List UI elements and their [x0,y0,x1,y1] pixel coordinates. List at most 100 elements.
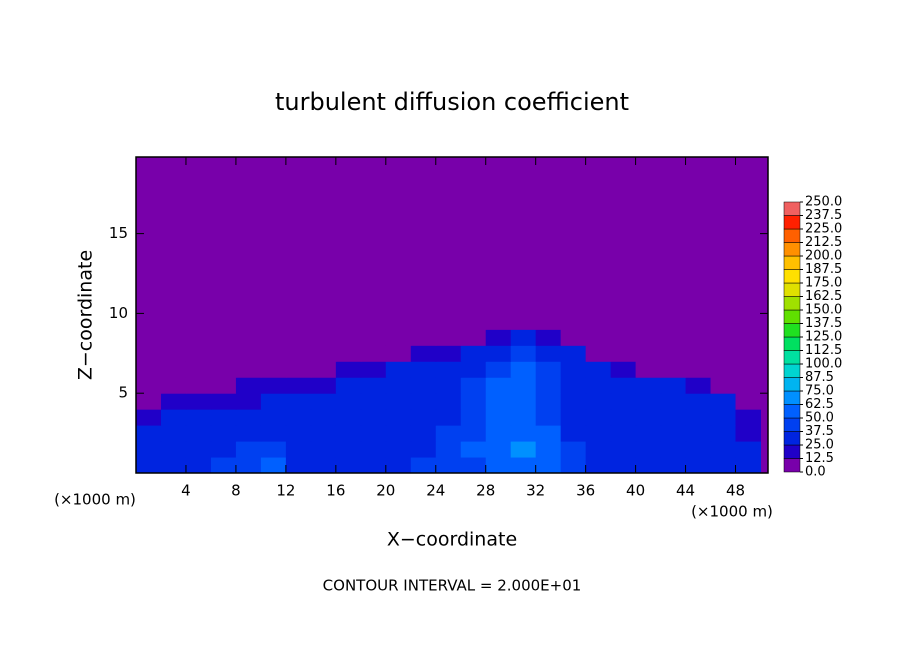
heat-cell [410,361,437,378]
heat-cell [335,409,362,426]
colorbar-tick-label: 150.0 [805,303,842,318]
heat-cell [260,313,287,330]
heat-cell [335,313,362,330]
heat-cell [136,377,162,394]
heat-cell [210,361,237,378]
heat-cell [235,329,262,346]
heat-cell [310,425,337,442]
heat-cell [460,441,487,458]
heat-cell [360,441,387,458]
heat-cell [360,425,387,442]
heat-cell [460,329,487,346]
heat-cell [635,361,662,378]
heat-cell [185,329,212,346]
heat-cell [585,345,612,362]
heat-cell [285,377,312,394]
colorbar-tick-label: 0.0 [805,465,826,480]
heat-cell [585,313,612,330]
heat-cell [460,313,487,330]
heat-cell [510,329,537,346]
heat-cell [585,361,612,378]
heat-cell [285,457,312,474]
colorbar-tick-label: 250.0 [805,195,842,210]
heat-cell [435,361,462,378]
heat-cell [285,345,312,362]
heat-cell [335,457,362,474]
heat-cell [235,441,262,458]
x-tick-label: 48 [726,482,745,500]
heat-cell [335,441,362,458]
heat-cell [735,329,762,346]
heat-cell [210,409,237,426]
heat-cell [660,313,687,330]
heat-cell [535,329,562,346]
x-tick-label: 36 [576,482,595,500]
heat-cell [210,313,237,330]
heat-cell [485,441,512,458]
heat-cell [210,441,237,458]
x-tick-label: 32 [526,482,545,500]
heat-cell [385,425,412,442]
heat-cell [735,361,762,378]
heat-cell [585,377,612,394]
heat-cell [360,377,387,394]
heat-cell [185,409,212,426]
heat-cell [285,313,312,330]
heat-cell [210,393,237,410]
heat-cell [360,409,387,426]
heat-cell [385,361,412,378]
heat-cell [210,345,237,362]
heat-cell [185,425,212,442]
heat-cell [485,377,512,394]
heat-cell [310,377,337,394]
colorbar-swatch [783,228,801,243]
heat-cell [360,361,387,378]
heat-cell [710,393,737,410]
heat-cell [485,457,512,474]
heat-cell [385,377,412,394]
y-axis-label: Z−coordinate [75,250,97,380]
heat-cell [185,457,212,474]
heat-cell [435,393,462,410]
colorbar-swatch [783,269,801,284]
heat-cell [260,329,287,346]
heat-cell [435,313,462,330]
heat-cell [485,361,512,378]
colorbar-swatch [783,296,801,311]
heat-cell [285,361,312,378]
heat-cell [735,425,762,442]
colorbar-swatch [783,390,801,405]
x-tick-label: 28 [476,482,495,500]
heat-cell [635,409,662,426]
heat-cell [735,313,762,330]
heat-cell [535,313,562,330]
colorbar-tick-label: 37.5 [805,424,834,439]
heat-cell [285,441,312,458]
heat-cell [510,361,537,378]
colorbar-swatch [783,201,801,216]
heat-cell [635,329,662,346]
heat-cell [136,441,162,458]
colorbar-tick-label: 175.0 [805,276,842,291]
heat-cell [585,329,612,346]
heat-cell [735,377,762,394]
heat-cell [235,345,262,362]
heat-cell [310,313,337,330]
heat-cell [360,329,387,346]
heat-cell [710,345,737,362]
heat-cell [310,329,337,346]
heat-cell [385,441,412,458]
heat-cell [560,393,587,410]
x-tick-label: 8 [231,482,241,500]
heat-cell [735,457,762,474]
heat-cell [510,409,537,426]
x-tick-label: 24 [426,482,445,500]
heat-cell [460,345,487,362]
heat-cell [235,361,262,378]
colorbar-tick-label: 50.0 [805,411,834,426]
heat-cell [510,345,537,362]
heat-cell [560,345,587,362]
x-tick-label: 4 [181,482,191,500]
heat-cell [285,425,312,442]
plot-frame [135,156,769,474]
